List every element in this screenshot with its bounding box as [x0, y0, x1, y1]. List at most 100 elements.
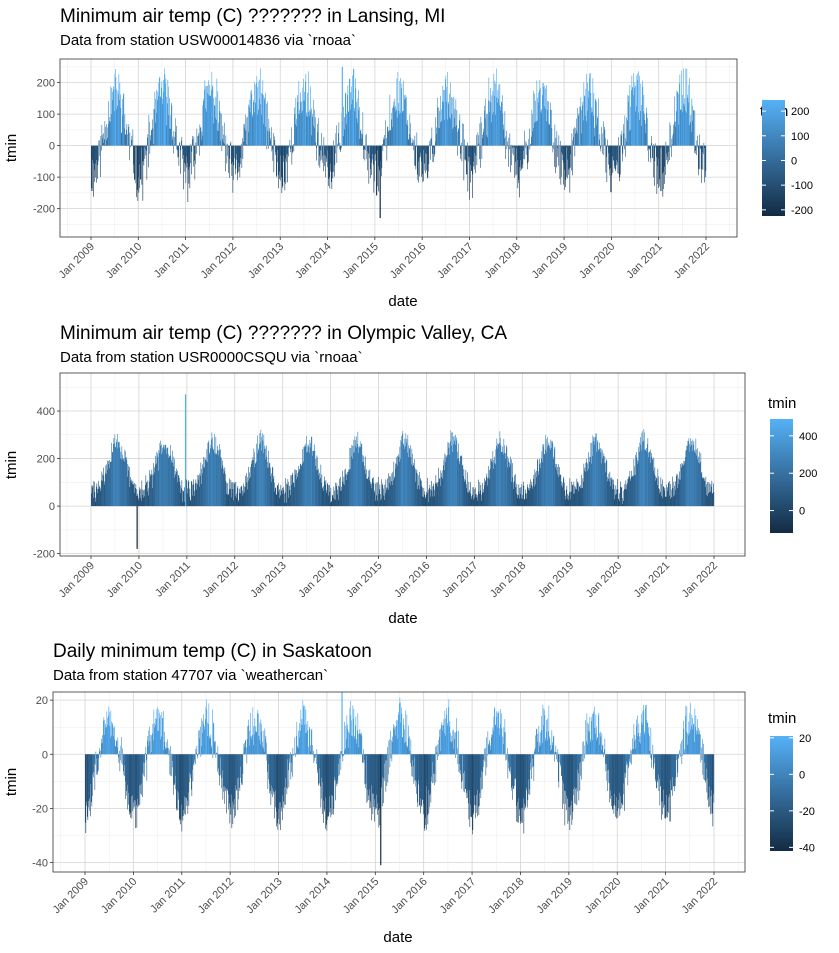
bar	[268, 467, 270, 507]
bar	[697, 448, 698, 507]
bar	[647, 145, 649, 151]
bar	[604, 126, 605, 146]
bar	[520, 754, 522, 822]
bar	[468, 754, 470, 820]
bar	[652, 145, 653, 158]
bar	[236, 145, 237, 160]
bar	[127, 754, 128, 810]
bar	[243, 753, 244, 755]
bar	[450, 741, 452, 755]
bar	[363, 749, 364, 755]
bar	[244, 486, 245, 507]
bar	[207, 722, 208, 755]
bar	[445, 79, 446, 146]
bar	[91, 754, 93, 807]
bar	[467, 754, 468, 798]
bar	[542, 462, 543, 507]
bar	[405, 741, 407, 755]
bar	[343, 754, 344, 756]
bar	[125, 754, 126, 800]
bar	[292, 472, 293, 507]
bar	[164, 731, 165, 755]
bar	[665, 754, 666, 819]
bar	[105, 465, 107, 507]
bar	[362, 134, 363, 146]
bar	[580, 484, 582, 507]
bar	[329, 754, 330, 797]
bar	[495, 114, 497, 146]
bar	[627, 483, 628, 507]
bar	[465, 480, 466, 507]
bar	[425, 498, 426, 507]
bar	[562, 145, 563, 155]
bar	[270, 754, 271, 791]
bar	[120, 107, 122, 146]
bar	[362, 112, 364, 146]
bar	[610, 145, 612, 169]
bar	[570, 498, 571, 507]
bar	[372, 145, 373, 160]
bar	[106, 464, 107, 507]
bar	[112, 100, 113, 146]
bar	[568, 754, 570, 822]
bar	[334, 145, 336, 166]
bar	[536, 80, 538, 146]
bar	[217, 130, 218, 146]
bar	[481, 754, 482, 772]
bar	[594, 136, 596, 146]
bar	[479, 754, 480, 806]
bar	[486, 476, 487, 507]
bar	[215, 754, 217, 758]
bar	[417, 145, 418, 175]
bar	[119, 750, 120, 755]
bar	[529, 754, 531, 796]
bar	[587, 744, 588, 755]
bar	[540, 468, 542, 507]
bar	[290, 754, 292, 780]
bar	[210, 734, 212, 755]
bar	[598, 449, 599, 507]
bar	[335, 482, 336, 507]
bar	[582, 488, 583, 507]
bar	[133, 145, 135, 165]
bar	[689, 451, 691, 507]
bar	[608, 473, 610, 507]
bar	[147, 740, 148, 755]
bar	[441, 477, 443, 507]
bar	[418, 145, 420, 162]
bar	[285, 145, 286, 159]
bar	[380, 145, 382, 161]
bar	[506, 130, 507, 146]
bar	[166, 96, 167, 146]
bar	[411, 754, 412, 767]
bar	[374, 145, 375, 182]
bar	[218, 122, 219, 146]
bar	[366, 754, 368, 803]
bar	[459, 754, 460, 764]
bar	[566, 485, 568, 507]
bar	[250, 91, 252, 146]
bar	[415, 145, 417, 170]
bar	[142, 754, 143, 797]
bar	[206, 709, 208, 755]
bar	[323, 754, 325, 801]
bar	[176, 754, 177, 809]
bar	[418, 754, 419, 785]
bar	[416, 132, 418, 146]
bar	[292, 748, 294, 755]
bar	[265, 735, 267, 755]
bar	[422, 145, 424, 183]
bar	[664, 145, 665, 184]
bar	[196, 489, 198, 507]
bar	[147, 137, 148, 146]
bar	[414, 135, 416, 146]
bar	[186, 480, 188, 507]
bar	[561, 754, 563, 776]
bar	[704, 754, 706, 763]
bar	[349, 78, 351, 146]
bar	[501, 102, 502, 146]
bar	[604, 463, 605, 507]
bar	[689, 733, 690, 755]
bar	[535, 484, 536, 507]
bar	[526, 498, 528, 507]
